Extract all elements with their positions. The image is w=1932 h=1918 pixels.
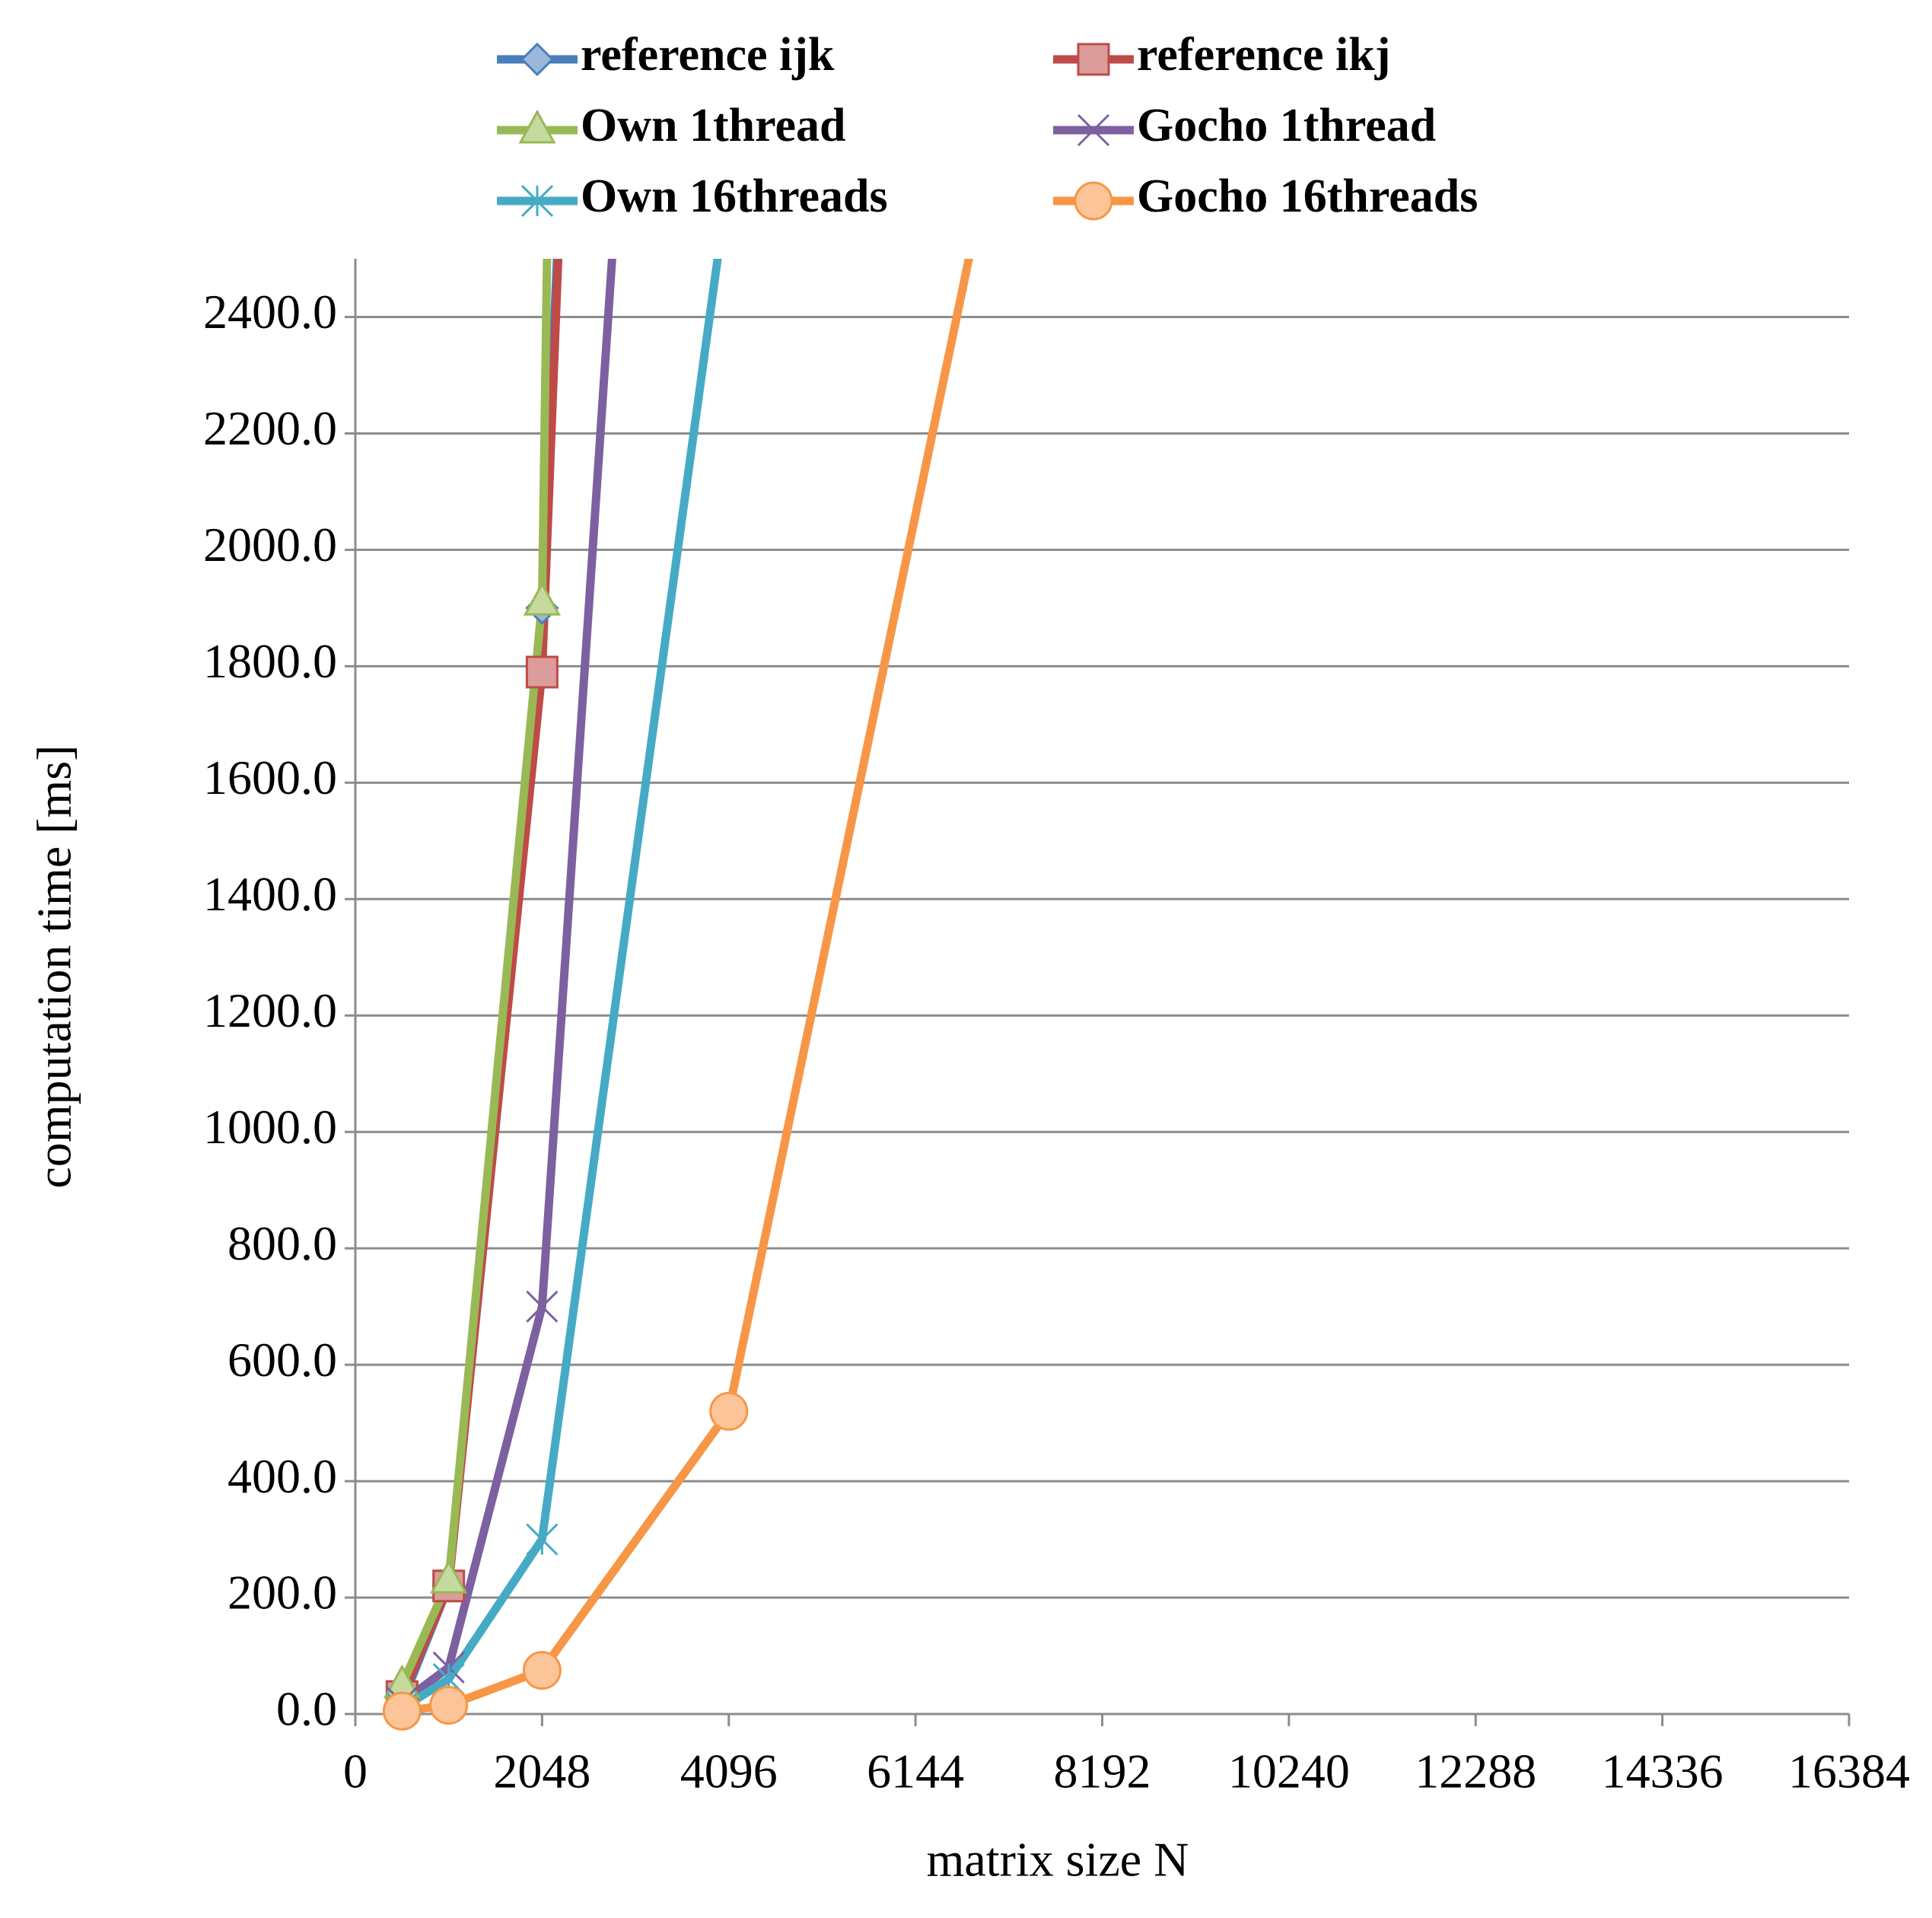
y-tick-label: 2200.0 [203, 401, 337, 455]
marker [1077, 113, 1110, 147]
x-tick-label: 12288 [1415, 1744, 1536, 1799]
marker [429, 1686, 469, 1725]
series-line [399, 259, 616, 1706]
series-line [398, 259, 552, 1687]
marker [518, 109, 556, 144]
y-tick-label: 600.0 [228, 1333, 337, 1387]
legend: reference ijk reference ikj Own 1thread Goc… [497, 29, 1478, 222]
series-line [398, 259, 563, 1699]
marker [525, 655, 559, 689]
y-axis-title: computation time [ms] [27, 745, 81, 1189]
x-tick-label: 6144 [867, 1744, 964, 1799]
marker [523, 581, 561, 616]
marker [382, 1691, 422, 1731]
legend-label: reference ijk [581, 29, 835, 81]
series-line [399, 259, 722, 1712]
legend-label: Gocho 16threads [1137, 170, 1478, 222]
y-tick-label: 1400.0 [203, 867, 337, 921]
axes: 0.0 200.0 400.0 600.0 800.0 1000.0 1200.0 1400.… [203, 259, 1910, 1799]
y-tick-label: 1800.0 [203, 634, 337, 688]
legend-label: reference ikj [1137, 29, 1390, 81]
marker [430, 1559, 468, 1594]
legend-label: Own 16threads [581, 170, 888, 222]
x-tick-label: 16384 [1788, 1744, 1910, 1799]
legend-label: Own 1thread [581, 100, 846, 151]
marker [709, 1391, 749, 1431]
plot-area [382, 259, 973, 1731]
marker [526, 1523, 559, 1556]
y-tick-label: 1200.0 [203, 983, 337, 1037]
marker [1077, 43, 1110, 76]
y-tick-label: 1600.0 [203, 750, 337, 804]
x-tick-label: 4096 [680, 1744, 778, 1799]
y-tick-label: 800.0 [228, 1216, 337, 1270]
marker [1074, 181, 1113, 221]
marker [520, 42, 555, 77]
x-tick-label: 2048 [493, 1744, 590, 1799]
marker [520, 184, 554, 218]
legend-label: Gocho 1thread [1137, 100, 1436, 151]
y-tick-label: 2400.0 [203, 285, 337, 339]
marker [526, 1290, 559, 1323]
series-line [398, 259, 562, 1704]
x-tick-label: 14336 [1602, 1744, 1724, 1799]
y-tick-label: 0.0 [276, 1682, 337, 1736]
marker [522, 1651, 562, 1690]
x-axis-title: matrix size N [927, 1833, 1189, 1887]
y-tick-label: 1000.0 [203, 1100, 337, 1154]
grid [355, 315, 1849, 1599]
x-tick-label: 0 [343, 1744, 368, 1799]
y-tick-label: 2000.0 [203, 518, 337, 572]
x-tick-label: 10240 [1228, 1744, 1350, 1799]
x-tick-label: 8192 [1054, 1744, 1151, 1799]
y-tick-label: 400.0 [228, 1449, 337, 1503]
y-tick-label: 200.0 [228, 1566, 337, 1620]
